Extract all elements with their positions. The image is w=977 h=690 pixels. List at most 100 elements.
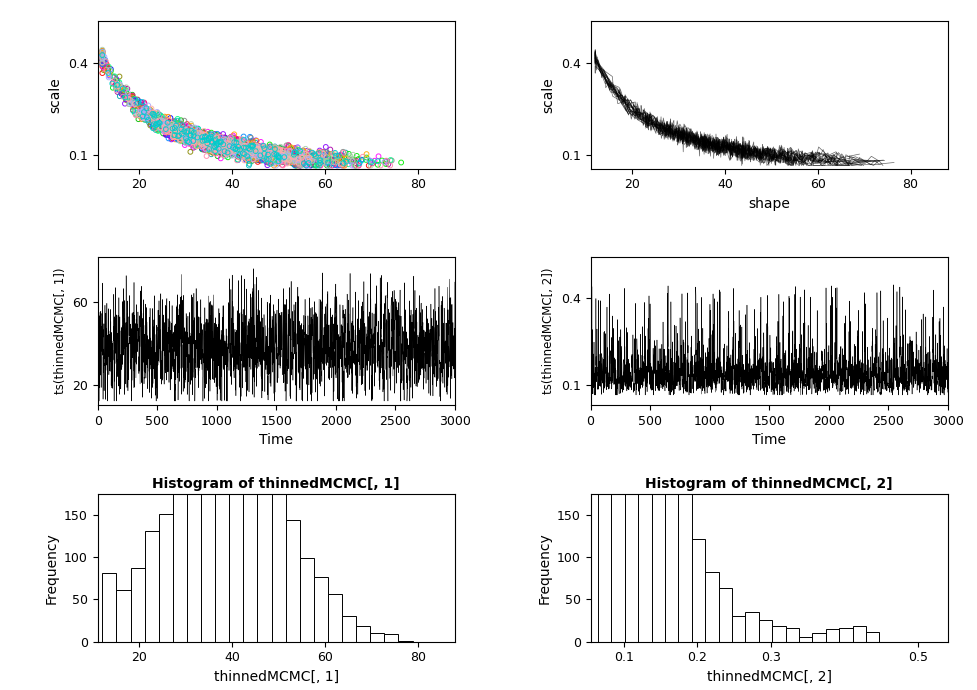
- Point: [144, 117, 159, 128]
- Point: [179, 126, 194, 137]
- Bar: [370, 633, 384, 642]
- Point: [180, 137, 195, 148]
- Point: [184, 119, 199, 130]
- Point: [263, 150, 278, 161]
- Point: [200, 131, 216, 142]
- Point: [235, 141, 251, 152]
- Point: [210, 136, 226, 147]
- Point: [218, 137, 234, 148]
- Point: [240, 154, 256, 165]
- Point: [115, 91, 131, 102]
- Point: [208, 136, 224, 147]
- Point: [259, 157, 275, 168]
- Point: [259, 146, 275, 157]
- Point: [145, 108, 160, 119]
- Point: [172, 134, 188, 145]
- Point: [249, 151, 265, 162]
- Point: [276, 150, 292, 161]
- Point: [193, 139, 209, 150]
- Point: [299, 154, 315, 165]
- Point: [102, 70, 117, 81]
- Point: [182, 137, 197, 148]
- Point: [209, 136, 225, 147]
- Point: [255, 151, 271, 162]
- Point: [190, 132, 205, 143]
- Point: [176, 127, 191, 138]
- Point: [164, 121, 180, 132]
- Point: [130, 97, 146, 108]
- Point: [187, 130, 202, 141]
- Point: [95, 46, 110, 57]
- Point: [234, 139, 249, 150]
- Point: [227, 139, 242, 150]
- Point: [262, 139, 277, 150]
- Point: [276, 150, 292, 161]
- Point: [178, 132, 193, 144]
- Point: [295, 159, 311, 170]
- Point: [216, 136, 232, 147]
- Point: [157, 122, 173, 133]
- Point: [202, 143, 218, 154]
- Point: [209, 144, 225, 155]
- Point: [272, 152, 287, 164]
- Point: [216, 144, 232, 155]
- Point: [234, 145, 249, 156]
- Point: [214, 148, 230, 159]
- Point: [119, 92, 135, 104]
- Point: [221, 145, 236, 156]
- Point: [191, 128, 207, 139]
- Point: [224, 145, 239, 156]
- Point: [151, 109, 167, 120]
- Point: [168, 123, 184, 134]
- Point: [191, 135, 206, 146]
- Point: [155, 121, 171, 132]
- Point: [216, 150, 232, 161]
- Point: [245, 147, 261, 158]
- Point: [222, 135, 237, 146]
- Point: [131, 110, 147, 121]
- Point: [195, 128, 211, 139]
- Point: [280, 149, 296, 160]
- Point: [282, 145, 298, 156]
- Point: [174, 128, 190, 139]
- Point: [170, 125, 186, 136]
- Point: [214, 139, 230, 150]
- Point: [234, 147, 250, 158]
- Bar: [624, 180, 638, 642]
- Point: [221, 137, 236, 148]
- Point: [262, 157, 277, 168]
- Point: [296, 155, 312, 166]
- Bar: [839, 628, 853, 642]
- Point: [125, 97, 141, 108]
- Point: [298, 144, 314, 155]
- Point: [178, 132, 193, 143]
- Point: [223, 146, 238, 157]
- Point: [262, 157, 277, 168]
- Point: [305, 147, 320, 158]
- Point: [239, 141, 255, 152]
- Point: [261, 152, 276, 164]
- Point: [208, 140, 224, 151]
- Point: [252, 146, 268, 157]
- Point: [187, 137, 202, 148]
- Point: [184, 120, 199, 131]
- Point: [149, 109, 164, 120]
- Point: [287, 152, 303, 163]
- Point: [187, 132, 202, 144]
- Point: [199, 134, 215, 145]
- Point: [193, 130, 209, 141]
- Point: [137, 104, 152, 115]
- Point: [235, 137, 251, 148]
- Point: [265, 144, 280, 155]
- Point: [198, 137, 214, 148]
- Point: [216, 141, 232, 152]
- Point: [209, 140, 225, 151]
- Point: [263, 144, 278, 155]
- Point: [239, 150, 255, 161]
- Point: [310, 154, 325, 165]
- Point: [95, 54, 110, 65]
- Point: [204, 139, 220, 150]
- Point: [225, 134, 240, 145]
- Point: [167, 124, 183, 135]
- Point: [161, 133, 177, 144]
